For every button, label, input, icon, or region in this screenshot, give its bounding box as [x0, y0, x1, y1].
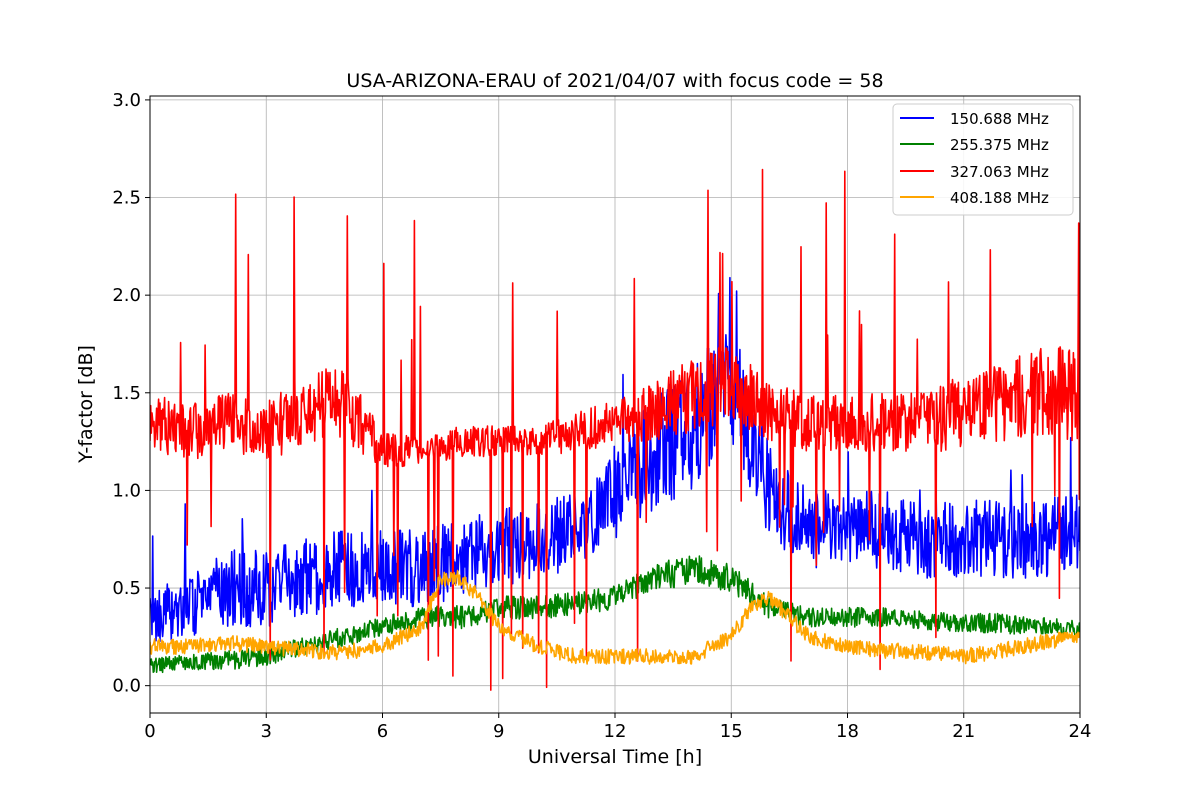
series-line-408-mhz [150, 569, 1080, 665]
x-axis-label: Universal Time [h] [528, 746, 702, 768]
y-axis-label: Y-factor [dB] [75, 345, 97, 464]
x-tick-label: 12 [604, 721, 627, 742]
series-line-150-mhz [150, 276, 1080, 643]
x-tick-label: 15 [720, 721, 743, 742]
legend-box [892, 103, 1074, 216]
x-tick-label: 3 [261, 721, 272, 742]
y-tick-label: 2.5 [112, 188, 141, 209]
legend-label-150-mhz: 150.688 MHz [950, 110, 1049, 128]
series-layer [150, 168, 1080, 691]
legend-label-408-mhz: 408.188 MHz [950, 189, 1049, 207]
y-tick-label: 2.0 [112, 285, 141, 306]
legend: 150.688 MHz 255.375 MHz 327.063 MHz 408.… [892, 103, 1074, 216]
x-axis: 0 3 6 9 12 15 18 21 24 [144, 713, 1091, 742]
x-tick-label: 21 [952, 721, 975, 742]
y-tick-label: 3.0 [112, 90, 141, 111]
legend-label-327-mhz: 327.063 MHz [950, 163, 1049, 181]
x-tick-label: 0 [144, 721, 155, 742]
y-tick-label: 1.0 [112, 480, 141, 501]
series-line-327-mhz [150, 168, 1080, 691]
x-tick-label: 6 [377, 721, 388, 742]
y-axis: 0.0 0.5 1.0 1.5 2.0 2.5 3.0 [112, 90, 150, 697]
chart-title: USA-ARIZONA-ERAU of 2021/04/07 with focu… [346, 70, 883, 92]
y-tick-label: 0.0 [112, 676, 141, 697]
y-tick-label: 1.5 [112, 383, 141, 404]
legend-label-255-mhz: 255.375 MHz [950, 136, 1049, 154]
x-tick-label: 24 [1069, 721, 1092, 742]
x-tick-label: 18 [836, 721, 859, 742]
x-tick-label: 9 [493, 721, 504, 742]
y-tick-label: 0.5 [112, 578, 141, 599]
